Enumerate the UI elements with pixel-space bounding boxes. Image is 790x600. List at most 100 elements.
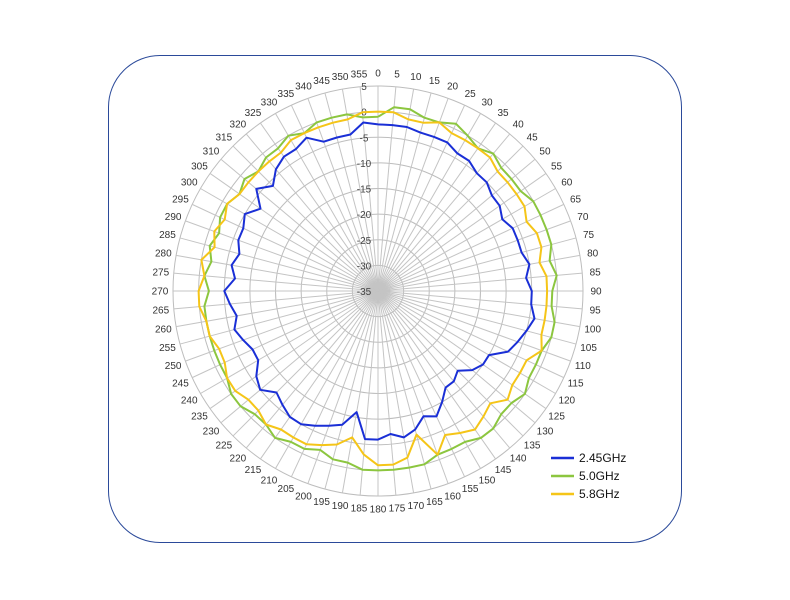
angle-tick-label: 40 [513,120,525,131]
angle-tick-label: 320 [230,120,247,131]
angle-tick-label: 275 [152,268,169,279]
angle-tick-label: 0 [375,69,381,80]
angle-tick-label: 310 [203,146,220,157]
grid-spoke [377,173,547,292]
legend: 2.45GHz 5.0GHz 5.8GHz [551,451,626,501]
grid-spoke [377,98,449,292]
grid-spoke [179,290,379,345]
angle-tick-label: 155 [462,484,479,495]
grid-spoke [173,290,379,310]
angle-tick-label: 260 [155,324,172,335]
radial-tick-label: -15 [357,185,372,196]
angle-tick-label: 250 [165,361,182,372]
grid-spoke [290,290,379,478]
radial-tick-label: -35 [357,287,372,298]
grid-spoke [220,158,379,292]
angle-tick-label: 200 [295,491,312,502]
grid-spoke [377,290,415,493]
grid-spoke [245,290,379,449]
radial-tick-label: 5 [361,82,367,93]
angle-tick-label: 90 [590,287,602,298]
grid-spoke [377,188,556,292]
grid-spoke [377,290,547,409]
grid-spoke [173,272,379,292]
grid-spoke [275,290,379,469]
grid-spoke [377,290,481,469]
angle-tick-label: 105 [580,343,597,354]
grid-spoke [176,290,379,328]
grid-spoke [377,290,536,424]
grid-spoke [377,290,580,328]
legend-label-5.8GHz: 5.8GHz [579,487,620,501]
radial-tick-label: -5 [360,133,369,144]
angle-tick-label: 345 [313,76,330,87]
grid-spoke [185,290,379,362]
grid-spoke [200,188,379,292]
angle-tick-label: 145 [495,465,512,476]
angle-tick-label: 335 [278,89,295,100]
series-line-2.45GHz [223,121,536,441]
chart-frame [108,55,682,543]
grid-spoke [377,290,466,478]
angle-tick-label: 300 [181,178,198,189]
legend-label-5.0GHz: 5.0GHz [579,469,620,483]
grid-spoke [377,92,432,292]
grid-spoke [377,220,571,292]
angle-tick-label: 235 [191,412,208,423]
grid-spoke [359,290,379,496]
grid-spoke [324,92,379,292]
grid-spoke [341,89,379,292]
grid-spoke [191,290,379,379]
grid-spoke [179,237,379,292]
angle-tick-label: 60 [561,178,573,189]
grid-spoke [209,290,379,409]
angle-tick-label: 195 [313,497,330,508]
grid-spoke [377,290,524,437]
grid-spoke [377,290,556,394]
series-line-5.8GHz [197,110,549,467]
grid-spoke [377,145,524,292]
grid-spoke [377,290,577,345]
grid-spoke [290,104,379,292]
radial-tick-label: -30 [357,261,372,272]
angle-tick-label: 315 [216,132,233,143]
grid-spoke [324,290,379,490]
angle-tick-label: 175 [389,504,406,515]
grid-spoke [191,203,379,292]
angle-tick-label: 190 [332,501,349,512]
angle-tick-label: 110 [575,361,591,372]
grid-spoke [377,254,580,292]
angle-tick-label: 205 [278,484,295,495]
grid-spoke [232,290,379,437]
grid-spoke [377,290,449,484]
grid-spoke [377,133,511,292]
angle-tick-label: 220 [230,453,247,464]
angle-tick-label: 25 [465,89,477,100]
angle-tick-label: 75 [583,230,595,241]
grid-spoke [377,290,432,490]
angle-tick-label: 170 [408,501,425,512]
angle-tick-label: 45 [527,132,539,143]
radial-tick-label: -20 [357,210,372,221]
angle-tick-label: 230 [203,427,220,438]
angle-tick-label: 130 [537,427,554,438]
angle-tick-label: 270 [152,287,169,298]
angle-tick-label: 100 [584,324,601,335]
grid-spoke [307,98,379,292]
angle-tick-label: 150 [479,475,496,486]
grid-spoke [275,113,379,292]
grid-spoke [377,272,583,292]
grid-spoke [377,158,536,292]
angle-tick-label: 295 [172,194,189,205]
angle-tick-label: 265 [152,305,169,316]
series-lines [197,106,558,472]
grid-spoke [176,254,379,292]
angle-tick-label: 180 [370,505,387,516]
angle-tick-label: 290 [165,212,182,223]
angle-tick-label: 55 [551,161,563,172]
angle-tick-label: 325 [245,108,262,119]
angle-tick-label: 245 [172,379,189,390]
grid-spoke [359,86,379,292]
grid-spoke [232,145,379,292]
